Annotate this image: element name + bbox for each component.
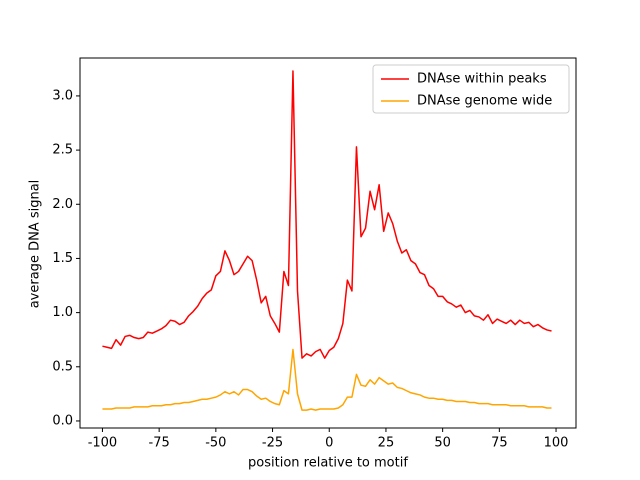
y-tick-label: 2.0 (52, 197, 73, 212)
y-tick-label: 2.5 (52, 143, 73, 158)
x-tick-label: 25 (378, 436, 395, 451)
x-tick-label: 50 (434, 436, 451, 451)
plot-frame (79, 57, 577, 429)
legend-label: DNAse within peaks (417, 72, 547, 87)
y-tick-label: 1.0 (52, 305, 73, 320)
y-tick-label: 0.0 (52, 413, 73, 428)
line-series (102, 70, 552, 359)
y-tick-label: 0.5 (52, 359, 73, 374)
legend-box (372, 64, 570, 114)
x-tick-label: -100 (88, 436, 118, 451)
y-tick-label: 1.5 (52, 251, 73, 266)
legend-label: DNAse genome wide (417, 94, 552, 109)
y-axis-label: average DNA signal (28, 180, 43, 309)
x-tick-label: -75 (149, 436, 170, 451)
x-tick-label: 100 (544, 436, 569, 451)
line-series (102, 348, 552, 411)
x-tick-label: -50 (205, 436, 226, 451)
x-tick-label: 0 (325, 436, 333, 451)
y-tick-label: 3.0 (52, 88, 73, 103)
x-tick-label: 75 (491, 436, 508, 451)
x-axis-label: position relative to motif (248, 456, 408, 471)
x-tick-label: -25 (262, 436, 283, 451)
